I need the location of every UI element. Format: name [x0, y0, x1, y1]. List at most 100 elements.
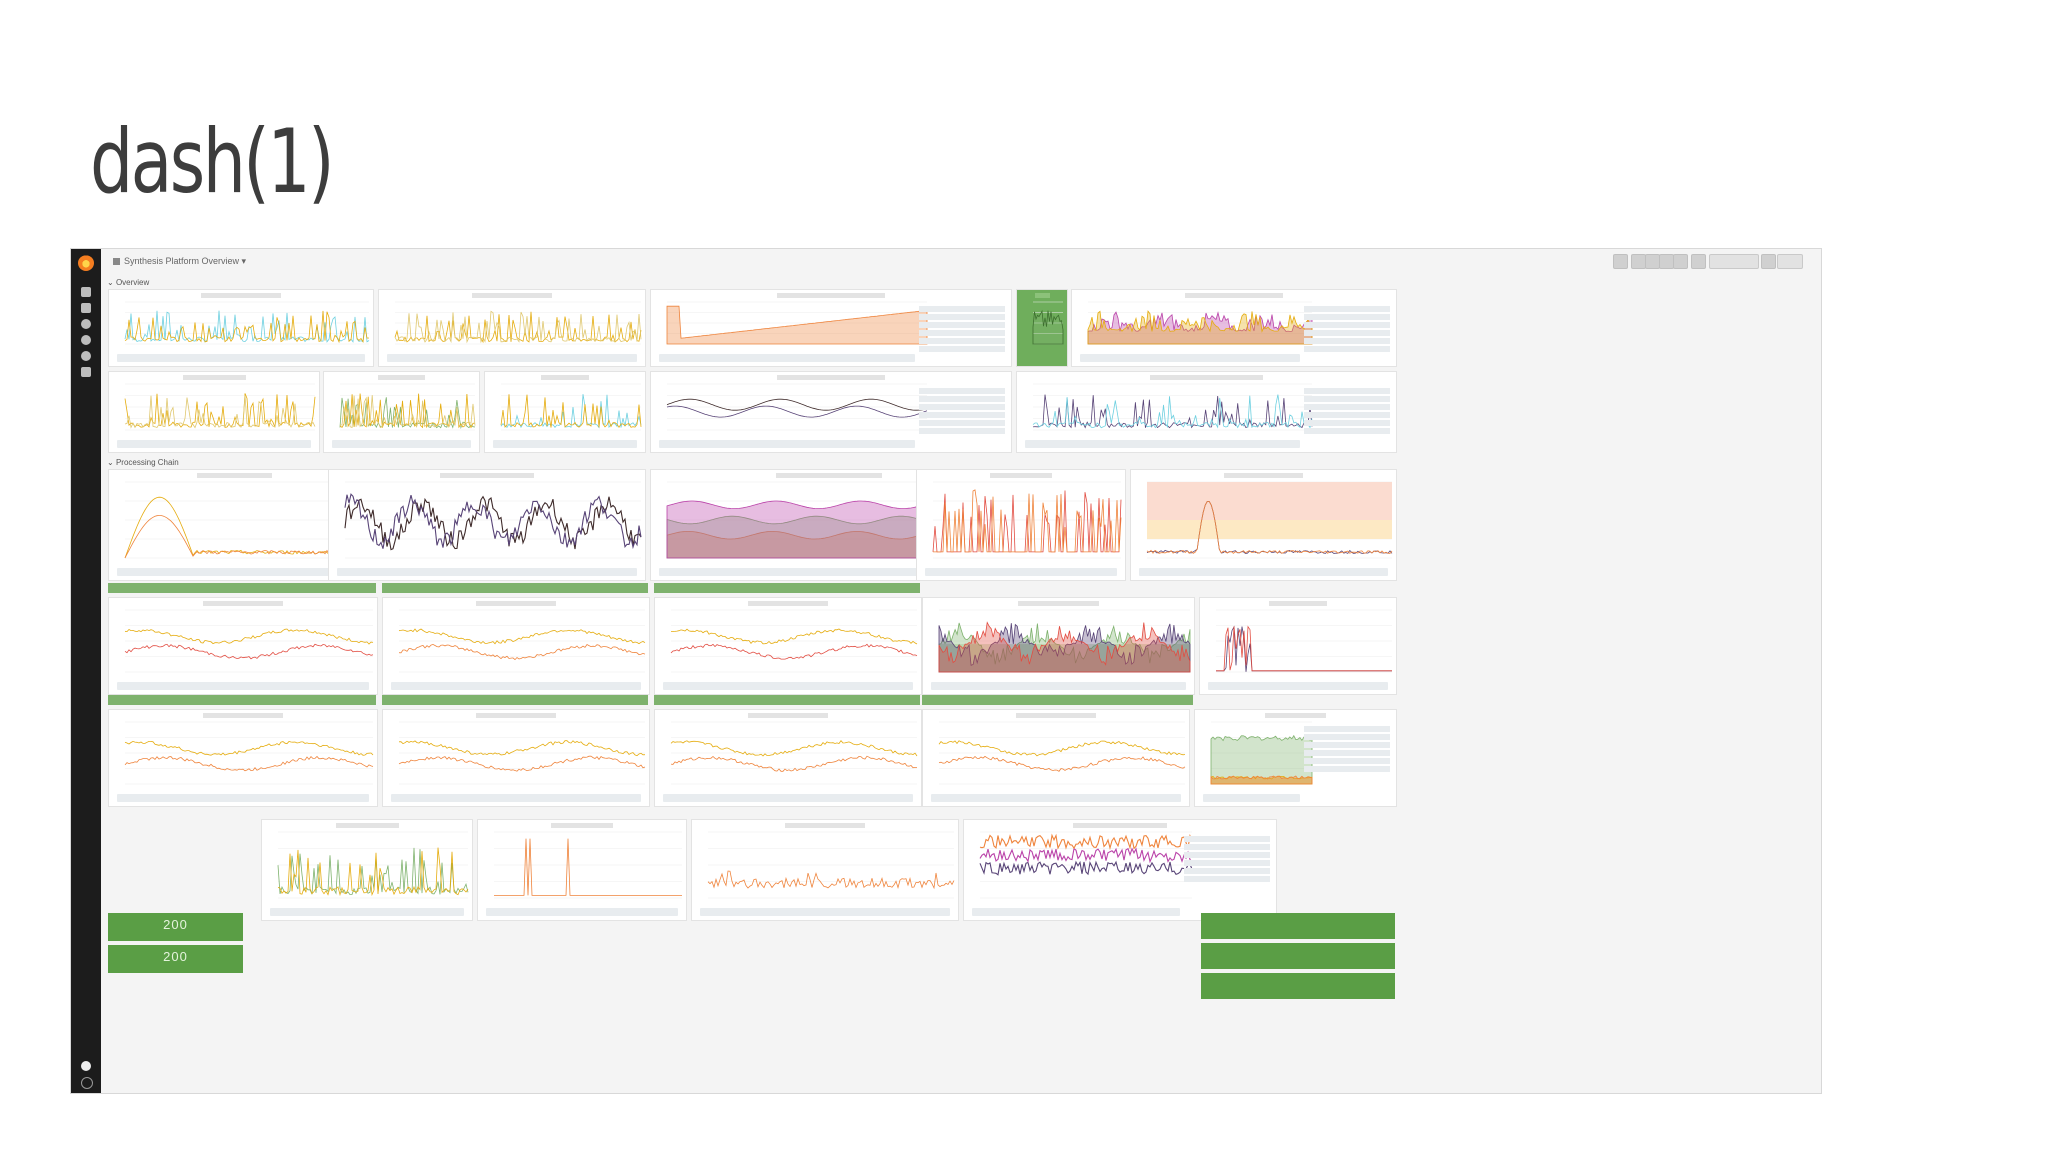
graph-panel-2[interactable] [378, 289, 646, 367]
gear-icon[interactable] [81, 351, 91, 361]
panel-title-bar[interactable] [777, 293, 885, 298]
panel-title-bar[interactable] [472, 293, 552, 298]
panel-legend[interactable] [493, 440, 637, 448]
star-icon[interactable] [1631, 254, 1646, 269]
panel-title-bar[interactable] [378, 375, 425, 380]
legend-row[interactable] [919, 314, 1005, 320]
panel-legend-table[interactable] [919, 306, 1005, 354]
panel-legend[interactable] [117, 682, 369, 690]
panel-legend[interactable] [117, 440, 311, 448]
legend-row[interactable] [1304, 726, 1390, 732]
panel-legend[interactable] [663, 682, 913, 690]
legend-row[interactable] [919, 412, 1005, 418]
panel-legend[interactable] [387, 354, 637, 362]
legend-row[interactable] [1304, 742, 1390, 748]
legend-row[interactable] [1304, 766, 1390, 772]
graph-panel-29[interactable] [691, 819, 959, 921]
panel-title-bar[interactable] [785, 823, 865, 828]
legend-row[interactable] [1184, 852, 1270, 858]
panel-legend[interactable] [931, 794, 1181, 802]
panel-title-bar[interactable] [1223, 473, 1304, 478]
legend-row[interactable] [1304, 306, 1390, 312]
shield-icon[interactable] [81, 367, 91, 377]
panel-legend[interactable] [931, 682, 1186, 690]
graph-panel-20[interactable] [922, 597, 1195, 695]
legend-row[interactable] [919, 388, 1005, 394]
legend-row[interactable] [1304, 734, 1390, 740]
legend-row[interactable] [1304, 404, 1390, 410]
stat-panel-1[interactable]: 200 [108, 913, 243, 941]
panel-title-bar[interactable] [550, 823, 614, 828]
legend-row[interactable] [1304, 338, 1390, 344]
graph-panel-9[interactable] [650, 371, 1012, 453]
panel-legend[interactable] [925, 568, 1117, 576]
status-stat-3[interactable] [1201, 973, 1395, 999]
panel-title-bar[interactable] [202, 601, 284, 606]
panel-title-bar[interactable] [1268, 601, 1328, 606]
row-processing-chain[interactable]: ⌄ Processing Chain [107, 458, 179, 467]
graph-panel-19[interactable] [654, 597, 922, 695]
share-icon[interactable] [1645, 254, 1660, 269]
graph-panel-28[interactable] [477, 819, 687, 921]
panel-title-bar[interactable] [335, 823, 399, 828]
panel-title-bar[interactable] [541, 375, 589, 380]
graph-panel-3[interactable] [650, 289, 1012, 367]
panel-title-bar[interactable] [182, 375, 246, 380]
time-picker[interactable] [1709, 254, 1759, 269]
graph-panel-11[interactable] [108, 469, 360, 581]
panel-legend[interactable] [700, 908, 950, 916]
panel-legend[interactable] [1203, 794, 1300, 802]
panel-title-bar[interactable] [1073, 823, 1167, 828]
save-icon[interactable] [1659, 254, 1674, 269]
panel-legend[interactable] [117, 568, 351, 576]
graph-panel-27[interactable] [261, 819, 473, 921]
legend-row[interactable] [919, 346, 1005, 352]
legend-row[interactable] [919, 338, 1005, 344]
panel-title-bar[interactable] [1016, 713, 1096, 718]
panel-legend[interactable] [391, 794, 641, 802]
panel-legend[interactable] [486, 908, 678, 916]
legend-row[interactable] [1304, 428, 1390, 434]
graph-panel-18[interactable] [382, 597, 650, 695]
legend-row[interactable] [1304, 314, 1390, 320]
legend-row[interactable] [1304, 396, 1390, 402]
graph-panel-21[interactable] [1199, 597, 1397, 695]
panel-title-bar[interactable] [196, 473, 272, 478]
stat-panel-2[interactable]: 200 [108, 945, 243, 973]
panel-legend-table[interactable] [1304, 388, 1390, 436]
graph-panel-8[interactable] [484, 371, 646, 453]
legend-row[interactable] [1304, 346, 1390, 352]
graph-panel-1[interactable] [108, 289, 374, 367]
panel-title-bar[interactable] [476, 601, 556, 606]
dashboards-icon[interactable] [81, 303, 91, 313]
panel-title-bar[interactable] [748, 713, 828, 718]
graph-panel-5[interactable] [1071, 289, 1397, 367]
graph-panel-12[interactable] [328, 469, 646, 581]
graph-panel-22[interactable] [108, 709, 378, 807]
plus-icon[interactable] [81, 287, 91, 297]
panel-legend[interactable] [391, 682, 641, 690]
panel-legend[interactable] [117, 354, 365, 362]
panel-legend-table[interactable] [1304, 306, 1390, 354]
panel-legend[interactable] [337, 568, 637, 576]
settings-icon[interactable] [1673, 254, 1688, 269]
row-overview[interactable]: ⌄ Overview [107, 278, 150, 287]
panel-legend[interactable] [1208, 682, 1388, 690]
alert-bell-icon[interactable] [81, 335, 91, 345]
graph-panel-7[interactable] [323, 371, 480, 453]
panel-legend[interactable] [1139, 568, 1388, 576]
panel-title-bar[interactable] [439, 473, 535, 478]
tv-mode-icon[interactable] [1691, 254, 1706, 269]
legend-row[interactable] [919, 404, 1005, 410]
panel-legend[interactable] [270, 908, 464, 916]
panel-legend-table[interactable] [919, 388, 1005, 436]
refresh-button[interactable] [1777, 254, 1803, 269]
status-stat-2[interactable] [1201, 943, 1395, 969]
panel-legend[interactable] [117, 794, 369, 802]
legend-row[interactable] [919, 428, 1005, 434]
legend-row[interactable] [1184, 868, 1270, 874]
panel-title-bar[interactable] [1265, 713, 1326, 718]
legend-row[interactable] [1304, 322, 1390, 328]
panel-title-bar[interactable] [202, 713, 284, 718]
panel-title-bar[interactable] [775, 473, 883, 478]
